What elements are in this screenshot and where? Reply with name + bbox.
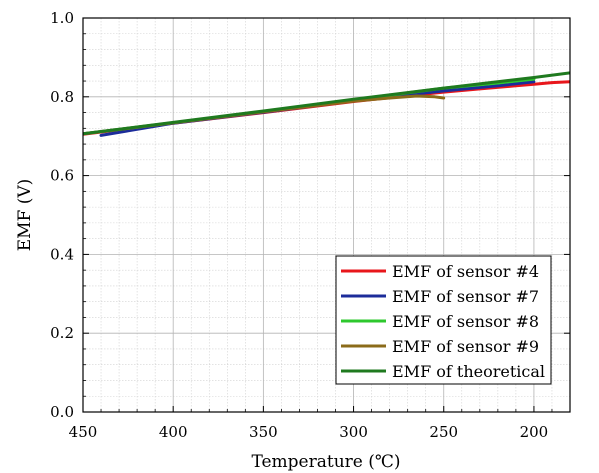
legend-label-emf-of-sensor-4: EMF of sensor #4 — [392, 262, 539, 281]
legend-label-emf-of-sensor-9: EMF of sensor #9 — [392, 337, 539, 356]
plot-frame — [82, 17, 571, 413]
y-tick-label: 1.0 — [50, 9, 74, 27]
y-tick-label: 0.6 — [50, 167, 74, 185]
x-tick-label: 250 — [429, 423, 458, 441]
x-tick-label: 450 — [69, 423, 98, 441]
y-tick-label: 0.4 — [50, 245, 74, 263]
y-axis-label: EMF (V) — [15, 179, 35, 252]
x-tick-label: 200 — [520, 423, 549, 441]
x-axis-label: Temperature (℃) — [251, 452, 400, 472]
y-tick-label: 0.0 — [50, 403, 74, 421]
legend-label-emf-of-sensor-8: EMF of sensor #8 — [392, 312, 539, 331]
series-line-emf-of-theoretical — [83, 71, 570, 136]
axis-tick-labels: 450 400 350 300 250 200 0.0 0.2 0.4 0.6 0.8 1.0 — [50, 9, 548, 441]
legend-label-emf-of-theoretical: EMF of theoretical — [392, 362, 545, 381]
legend-label-emf-of-sensor-7: EMF of sensor #7 — [392, 287, 539, 306]
y-tick-label: 0.8 — [50, 88, 74, 106]
x-tick-label: 400 — [159, 423, 188, 441]
axis-ticks — [82, 17, 571, 413]
x-tick-label: 350 — [249, 423, 278, 441]
x-tick-label: 300 — [339, 423, 368, 441]
legend: EMF of sensor #4 EMF of sensor #7 EMF of s… — [335, 255, 552, 385]
series-lines — [83, 71, 570, 137]
y-tick-label: 0.2 — [50, 324, 74, 342]
